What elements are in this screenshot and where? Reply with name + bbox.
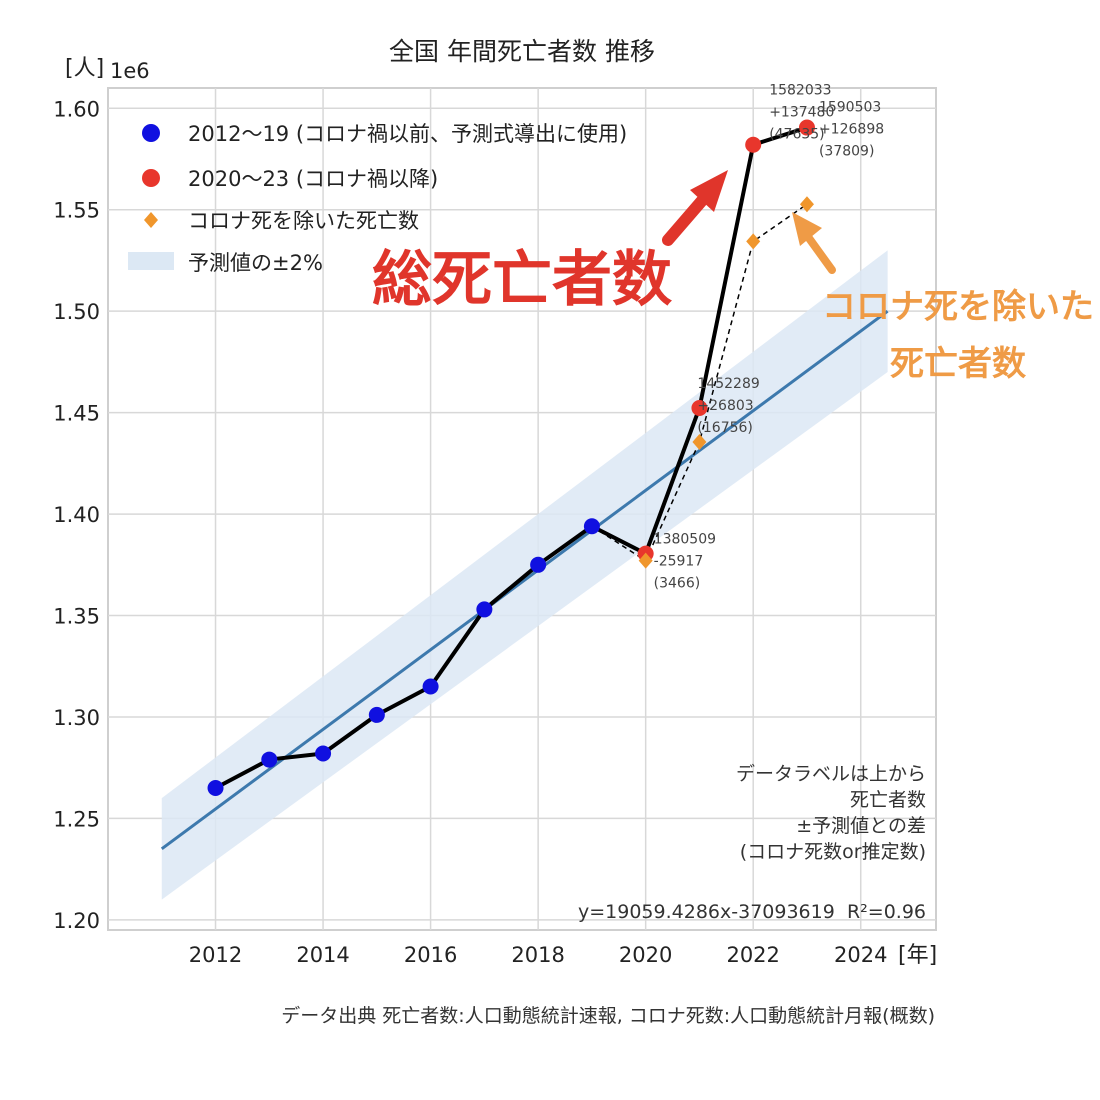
pre-covid-point	[368, 706, 385, 723]
x-tick-label: 2012	[189, 943, 242, 967]
x-tick-label: 2014	[296, 943, 349, 967]
y-axis-unit-label: [人]	[65, 56, 104, 81]
x-tick-label: 2022	[726, 943, 779, 967]
pre-covid-point	[476, 601, 493, 618]
legend-label-band: 予測値の±2%	[188, 251, 323, 275]
series-lines	[214, 125, 808, 790]
legend-marker-blue	[142, 124, 160, 142]
covid-point	[745, 136, 762, 153]
x-tick-label: 2018	[511, 943, 564, 967]
excl-covid-point	[746, 233, 761, 250]
axis-ticks: 2012 2014 2016 2018 2020 2022 2024 1.20 1.25 1.30…	[53, 97, 887, 967]
data-label-line: (16756)	[697, 420, 752, 436]
data-label-line: +26803	[697, 398, 753, 414]
series-points	[207, 119, 815, 796]
legend: 2012～19 (コロナ禍以前、予測式導出に使用) 2020～23 (コロナ禍以…	[128, 122, 627, 275]
y-tick-label: 1.20	[53, 909, 100, 933]
note-line-1: データラベルは上から	[736, 763, 926, 785]
data-label-line: 1452289	[697, 376, 759, 392]
legend-label-pre-covid: 2012～19 (コロナ禍以前、予測式導出に使用)	[188, 122, 627, 146]
y-tick-label: 1.55	[53, 199, 100, 223]
pre-covid-point	[422, 678, 439, 695]
data-label-note: データラベルは上から 死亡者数 ±予測値との差 (コロナ死数or推定数)	[736, 763, 926, 863]
data-label-line: +126898	[819, 122, 884, 138]
data-label-line: 1582033	[769, 83, 831, 99]
x-tick-label: 2016	[404, 943, 457, 967]
data-label-line: (3466)	[654, 576, 701, 592]
annotation-total-arrow-shaft	[662, 190, 712, 246]
y-tick-label: 1.35	[53, 605, 100, 629]
excl-covid-point	[799, 196, 814, 213]
x-axis-unit-label: [年]	[898, 943, 937, 968]
legend-marker-band	[128, 252, 174, 270]
data-label-line: -25917	[654, 554, 704, 570]
pre-covid-point	[315, 745, 332, 762]
y-axis-scale-label: 1e6	[110, 59, 150, 83]
y-tick-label: 1.25	[53, 807, 100, 831]
excl-covid-point	[638, 552, 653, 569]
excl-covid-point	[692, 433, 707, 450]
covid-point	[691, 399, 708, 416]
note-line-3: ±予測値との差	[796, 815, 926, 837]
note-line-4: (コロナ死数or推定数)	[740, 841, 926, 863]
legend-marker-orange	[144, 212, 158, 228]
annotation-total-arrow-head	[690, 170, 728, 212]
annotation-excl-arrow-head	[792, 212, 822, 246]
annotation-total-deaths: 総死亡者数	[372, 245, 672, 315]
data-label-line: (47635)	[769, 127, 824, 143]
data-label-line: +137480	[769, 105, 834, 121]
pre-covid-point	[261, 751, 278, 768]
legend-marker-red	[142, 169, 160, 187]
annotation-excl-arrow-shaft	[802, 230, 836, 274]
excl-covid-dashed-line	[591, 203, 808, 562]
legend-label-excl-covid: コロナ死を除いた死亡数	[188, 209, 419, 233]
y-tick-label: 1.60	[53, 97, 100, 121]
y-tick-label: 1.40	[53, 503, 100, 527]
regression-equation: y=19059.4286x-37093619	[578, 901, 835, 923]
total-deaths-line	[214, 125, 808, 790]
annotation-excl-line2: 死亡者数	[890, 344, 1026, 384]
data-label-line: 1380509	[654, 532, 716, 548]
legend-label-covid: 2020～23 (コロナ禍以降)	[188, 167, 438, 191]
data-source: データ出典 死亡者数:人口動態統計速報, コロナ死数:人口動態統計月報(概数)	[281, 1005, 935, 1027]
x-tick-label: 2024	[834, 943, 887, 967]
data-labels: 1380509 -25917 (3466) 1452289 +26803 (16756) 1…	[654, 83, 884, 592]
pre-covid-point	[207, 779, 224, 796]
data-label-line: 1590503	[819, 100, 881, 116]
note-line-2: 死亡者数	[850, 789, 926, 811]
x-tick-label: 2020	[619, 943, 672, 967]
regression-r2: R²=0.96	[847, 901, 926, 923]
pre-covid-point	[583, 518, 600, 535]
y-tick-label: 1.30	[53, 706, 100, 730]
annotation-excl-line1: コロナ死を除いた	[822, 287, 1094, 327]
y-tick-label: 1.50	[53, 300, 100, 324]
pre-covid-point	[530, 556, 547, 573]
covid-point	[798, 119, 815, 136]
chart-title: 全国 年間死亡者数 推移	[389, 37, 655, 66]
data-label-line: (37809)	[819, 144, 874, 160]
y-tick-label: 1.45	[53, 402, 100, 426]
